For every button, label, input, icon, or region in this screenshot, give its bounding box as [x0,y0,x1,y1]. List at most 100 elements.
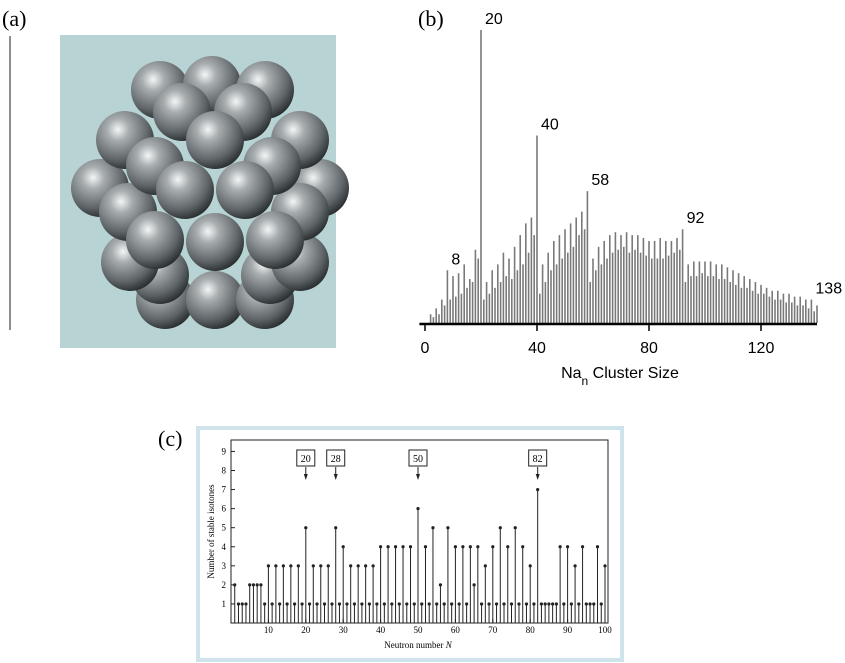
x-tick-label: 80 [640,340,658,357]
stem-dot [480,602,483,605]
peak-label: 58 [591,172,609,189]
stem-dot [349,564,352,567]
stem-dot [547,602,550,605]
x-tick-label: 30 [339,625,349,635]
stem-dot [566,545,569,548]
x-tick-label: 40 [376,625,386,635]
stem-dot [476,545,479,548]
peak-label: 20 [485,11,503,28]
stem-dot [244,602,247,605]
plot-frame [231,440,608,623]
y-axis-label: Number of stable isotones [206,484,216,579]
stem-dot [398,602,401,605]
stem-dot [544,602,547,605]
stem-dot [233,583,236,586]
stem-dot [259,583,262,586]
stem-dot [405,602,408,605]
x-tick-label: 90 [563,625,573,635]
x-tick-label: 80 [526,625,536,635]
x-tick-label: 120 [748,340,775,357]
y-tick-label: 2 [222,580,227,590]
x-tick-label: 70 [488,625,498,635]
stem-dot [450,602,453,605]
y-tick-label: 5 [222,523,227,533]
stem-dot [600,602,603,605]
stem-dot [573,564,576,567]
y-tick-label: 9 [222,446,227,456]
stem-dot [431,526,434,529]
sphere [246,211,304,269]
stem-dot [338,602,341,605]
x-tick-label: 20 [301,625,311,635]
x-axis-label-part: n [582,374,589,388]
stem-dot [271,602,274,605]
y-tick-label: 8 [222,466,227,476]
stem-dot [353,602,356,605]
stem-dot [308,602,311,605]
stem-dot [536,488,539,491]
sphere [186,213,244,271]
stem-dot [357,564,360,567]
y-tick-label: 3 [222,561,227,571]
peak-label: 92 [687,210,705,227]
magic-number-label: 20 [301,454,311,465]
stem-dot [368,602,371,605]
stem-dot [439,583,442,586]
sphere [126,211,184,269]
stem-dot [532,602,535,605]
magic-number-label: 28 [331,454,341,465]
stem-dot [342,545,345,548]
stem-dot [484,564,487,567]
magic-number-label: 50 [413,454,423,465]
stem-dot [529,564,532,567]
stem-dot [241,602,244,605]
arrow-head [304,474,308,480]
sphere [156,161,214,219]
sphere [186,111,244,169]
stem-dot [372,564,375,567]
stem-dot [293,602,296,605]
stem-dot [596,545,599,548]
x-axis-label-part: Cluster Size [588,365,679,382]
stem-dot [390,602,393,605]
stem-dot [267,564,270,567]
stem-dot [592,602,595,605]
stem-dot [443,602,446,605]
stem-dot [517,602,520,605]
peak-label: 138 [815,281,842,298]
stem-dot [297,564,300,567]
magic-number-label: 82 [533,454,543,465]
stem-dot [559,545,562,548]
stem-dot [319,564,322,567]
stem-dot [499,526,502,529]
stem-dot [435,602,438,605]
y-tick-label: 7 [222,485,227,495]
arrow-head [334,474,338,480]
stem-dot [588,602,591,605]
stem-dot [360,602,363,605]
stem-dot [461,545,464,548]
y-tick-label: 6 [222,504,227,514]
x-axis-label: Nan Cluster Size [561,365,679,388]
stem-dot [465,602,468,605]
stem-dot [555,602,558,605]
stem-dot [487,602,490,605]
y-tick-label: 4 [222,542,227,552]
sphere [186,271,244,329]
arrow-head [416,474,420,480]
stem-dot [521,545,524,548]
stem-dot [420,602,423,605]
stem-dot [300,602,303,605]
stem-dot [562,602,565,605]
stem-dot [252,583,255,586]
stem-dot [458,602,461,605]
stem-dot [278,602,281,605]
stem-dot [495,602,498,605]
stem-dot [289,564,292,567]
peak-label: 40 [541,116,559,133]
x-tick-label: 60 [451,625,461,635]
stem-dot [304,526,307,529]
stem-dot [473,583,476,586]
panel-label: (a) [2,6,26,31]
x-tick-label: 0 [421,340,430,357]
